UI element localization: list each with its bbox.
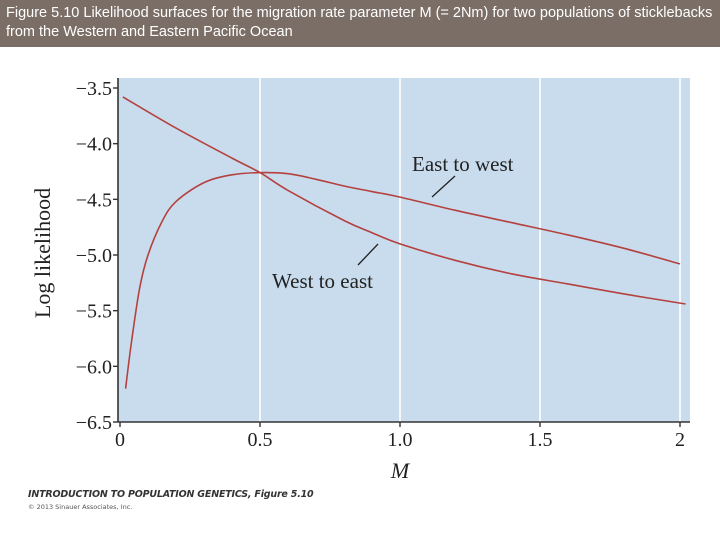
axes [113, 78, 690, 427]
caption-bar: Figure 5.10 Likelihood surfaces for the … [0, 0, 720, 47]
y-tick-label: −3.5 [76, 78, 112, 100]
plot-background [118, 78, 690, 422]
series-west-to-east [122, 96, 686, 305]
y-tick-label: −6.0 [76, 356, 112, 378]
y-tick-label: −5.0 [76, 245, 112, 267]
x-axis-title: M [390, 458, 411, 483]
copyright-notice: © 2013 Sinauer Associates, Inc. [28, 503, 133, 511]
y-axis-title: Log likelihood [30, 188, 55, 318]
x-tick-label: 2 [675, 429, 685, 451]
figure-caption: Figure 5.10 Likelihood surfaces for the … [6, 5, 713, 40]
x-tick-label: 0 [115, 429, 125, 451]
grid-lines [259, 78, 681, 422]
x-tick-label: 1.5 [528, 429, 553, 451]
x-tick-label: 1.0 [388, 429, 413, 451]
y-tick-label: −4.0 [76, 134, 112, 156]
x-tick-label: 0.5 [248, 429, 273, 451]
annotation-west-to-east: West to east [272, 269, 373, 293]
tick-labels: −3.5 −4.0 −4.5 −5.0 −5.5 −6.0 −6.50 0.5 1.0 1.5 2 [76, 78, 685, 451]
y-tick-label: −4.5 [76, 189, 112, 211]
book-credit: INTRODUCTION TO POPULATION GENETICS, Fig… [28, 489, 314, 500]
series-lines [122, 96, 686, 389]
series-east-to-west [124, 171, 681, 389]
leader-line-west-to-east [357, 243, 379, 266]
leader-line-east-to-west [431, 175, 456, 198]
annotation-east-to-west: East to west [412, 152, 514, 176]
y-tick-label: −6.5 [76, 412, 112, 434]
annotations: East to west West to east [272, 152, 514, 293]
y-tick-label: −5.5 [76, 301, 112, 323]
